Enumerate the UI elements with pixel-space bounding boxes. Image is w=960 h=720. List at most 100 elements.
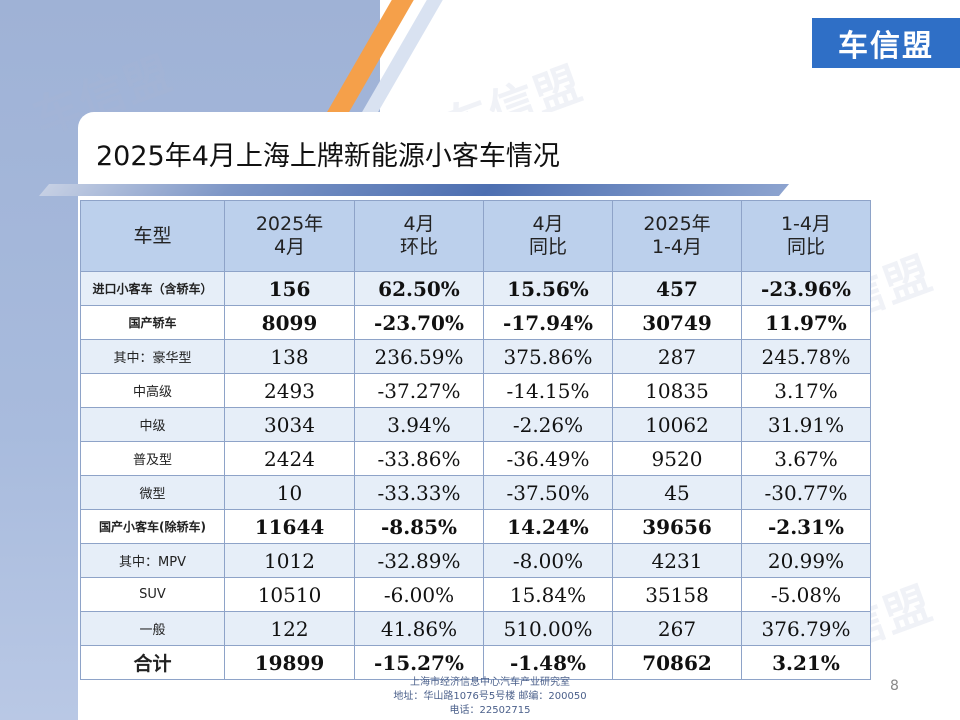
value-cell: 1012: [224, 543, 355, 578]
value-cell: -14.15%: [483, 373, 613, 408]
table-row: 合计 19899 -15.27% -1.48% 70862 3.21%: [80, 645, 871, 680]
value-cell: -8.00%: [483, 543, 613, 578]
table-row: 其中：豪华型 138 236.59% 375.86% 287 245.78%: [80, 339, 871, 374]
value-cell: 287: [612, 339, 742, 374]
value-cell: 3.21%: [741, 645, 871, 680]
value-cell: 10510: [224, 577, 355, 612]
value-cell: 138: [224, 339, 355, 374]
table-row: 微型 10 -33.33% -37.50% 45 -30.77%: [80, 475, 871, 510]
table-row: 进口小客车（含轿车） 156 62.50% 15.56% 457 -23.96%: [80, 271, 871, 306]
footer-phone: 电话：22502715: [449, 705, 531, 716]
value-cell: -6.00%: [354, 577, 484, 612]
value-cell: 156: [224, 271, 355, 306]
value-cell: -5.08%: [741, 577, 871, 612]
footer-address: 地址：华山路1076号5号楼 邮编：200050: [393, 691, 587, 702]
value-cell: 4231: [612, 543, 742, 578]
value-cell: 10062: [612, 407, 742, 442]
value-cell: 20.99%: [741, 543, 871, 578]
value-cell: 510.00%: [483, 611, 613, 646]
value-cell: -17.94%: [483, 305, 613, 340]
value-cell: 236.59%: [354, 339, 484, 374]
table-row: 中高级 2493 -37.27% -14.15% 10835 3.17%: [80, 373, 871, 408]
value-cell: 11644: [224, 509, 355, 544]
column-header: 1-4月 同比: [741, 200, 871, 272]
brand-logo: 车信盟: [812, 18, 960, 68]
value-cell: -32.89%: [354, 543, 484, 578]
value-cell: 15.84%: [483, 577, 613, 612]
value-cell: -37.50%: [483, 475, 613, 510]
value-cell: 10: [224, 475, 355, 510]
value-cell: 41.86%: [354, 611, 484, 646]
value-cell: 30749: [612, 305, 742, 340]
value-cell: 9520: [612, 441, 742, 476]
value-cell: 376.79%: [741, 611, 871, 646]
row-label-cell: 其中：MPV: [80, 543, 225, 578]
column-header: 2025年 4月: [224, 200, 355, 272]
value-cell: -37.27%: [354, 373, 484, 408]
row-label-cell: 微型: [80, 475, 225, 510]
value-cell: 3.17%: [741, 373, 871, 408]
page-number: 8: [890, 678, 899, 694]
table-row: 其中：MPV 1012 -32.89% -8.00% 4231 20.99%: [80, 543, 871, 578]
column-header: 2025年 1-4月: [612, 200, 742, 272]
row-label-cell: 进口小客车（含轿车）: [80, 271, 225, 306]
value-cell: 70862: [612, 645, 742, 680]
value-cell: -2.31%: [741, 509, 871, 544]
value-cell: 3034: [224, 407, 355, 442]
value-cell: 245.78%: [741, 339, 871, 374]
title-underline-bar: [38, 184, 790, 196]
page-title: 2025年4月上海上牌新能源小客车情况: [96, 141, 560, 172]
row-label-cell: 国产轿车: [80, 305, 225, 340]
table-row: 中级 3034 3.94% -2.26% 10062 31.91%: [80, 407, 871, 442]
value-cell: 45: [612, 475, 742, 510]
value-cell: 15.56%: [483, 271, 613, 306]
table-row: SUV 10510 -6.00% 15.84% 35158 -5.08%: [80, 577, 871, 612]
value-cell: 19899: [224, 645, 355, 680]
value-cell: 3.94%: [354, 407, 484, 442]
table-row: 一般 122 41.86% 510.00% 267 376.79%: [80, 611, 871, 646]
column-header: 车型: [80, 200, 225, 272]
sales-table: 车型 2025年 4月 4月 环比 4月 同比 2025年 1-4月 1-4月 …: [80, 200, 871, 680]
value-cell: -15.27%: [354, 645, 484, 680]
row-label-cell: 普及型: [80, 441, 225, 476]
value-cell: 2424: [224, 441, 355, 476]
row-label-cell: 一般: [80, 611, 225, 646]
value-cell: 14.24%: [483, 509, 613, 544]
value-cell: 39656: [612, 509, 742, 544]
value-cell: 2493: [224, 373, 355, 408]
value-cell: 8099: [224, 305, 355, 340]
value-cell: 457: [612, 271, 742, 306]
value-cell: 35158: [612, 577, 742, 612]
value-cell: -23.70%: [354, 305, 484, 340]
value-cell: 375.86%: [483, 339, 613, 374]
value-cell: -33.33%: [354, 475, 484, 510]
value-cell: 3.67%: [741, 441, 871, 476]
row-label-cell: SUV: [80, 577, 225, 612]
value-cell: -33.86%: [354, 441, 484, 476]
column-header: 4月 同比: [483, 200, 613, 272]
table-body: 进口小客车（含轿车） 156 62.50% 15.56% 457 -23.96% 国产轿车 8…: [80, 271, 871, 680]
value-cell: 62.50%: [354, 271, 484, 306]
value-cell: -1.48%: [483, 645, 613, 680]
value-cell: -30.77%: [741, 475, 871, 510]
row-label-cell: 其中：豪华型: [80, 339, 225, 374]
value-cell: -36.49%: [483, 441, 613, 476]
value-cell: 10835: [612, 373, 742, 408]
value-cell: 267: [612, 611, 742, 646]
row-label-cell: 合计: [80, 645, 225, 680]
value-cell: 122: [224, 611, 355, 646]
table-header-row: 车型 2025年 4月 4月 环比 4月 同比 2025年 1-4月 1-4月 …: [80, 200, 871, 272]
table-row: 国产轿车 8099 -23.70% -17.94% 30749 11.97%: [80, 305, 871, 340]
row-label-cell: 中级: [80, 407, 225, 442]
table-row: 普及型 2424 -33.86% -36.49% 9520 3.67%: [80, 441, 871, 476]
row-label-cell: 中高级: [80, 373, 225, 408]
footer-org: 上海市经济信息中心汽车产业研究室: [410, 677, 570, 688]
value-cell: -8.85%: [354, 509, 484, 544]
footer: 上海市经济信息中心汽车产业研究室 地址：华山路1076号5号楼 邮编：20005…: [300, 676, 680, 718]
column-header: 4月 环比: [354, 200, 484, 272]
value-cell: -23.96%: [741, 271, 871, 306]
table-row: 国产小客车(除轿车) 11644 -8.85% 14.24% 39656 -2.31%: [80, 509, 871, 544]
value-cell: -2.26%: [483, 407, 613, 442]
value-cell: 31.91%: [741, 407, 871, 442]
value-cell: 11.97%: [741, 305, 871, 340]
